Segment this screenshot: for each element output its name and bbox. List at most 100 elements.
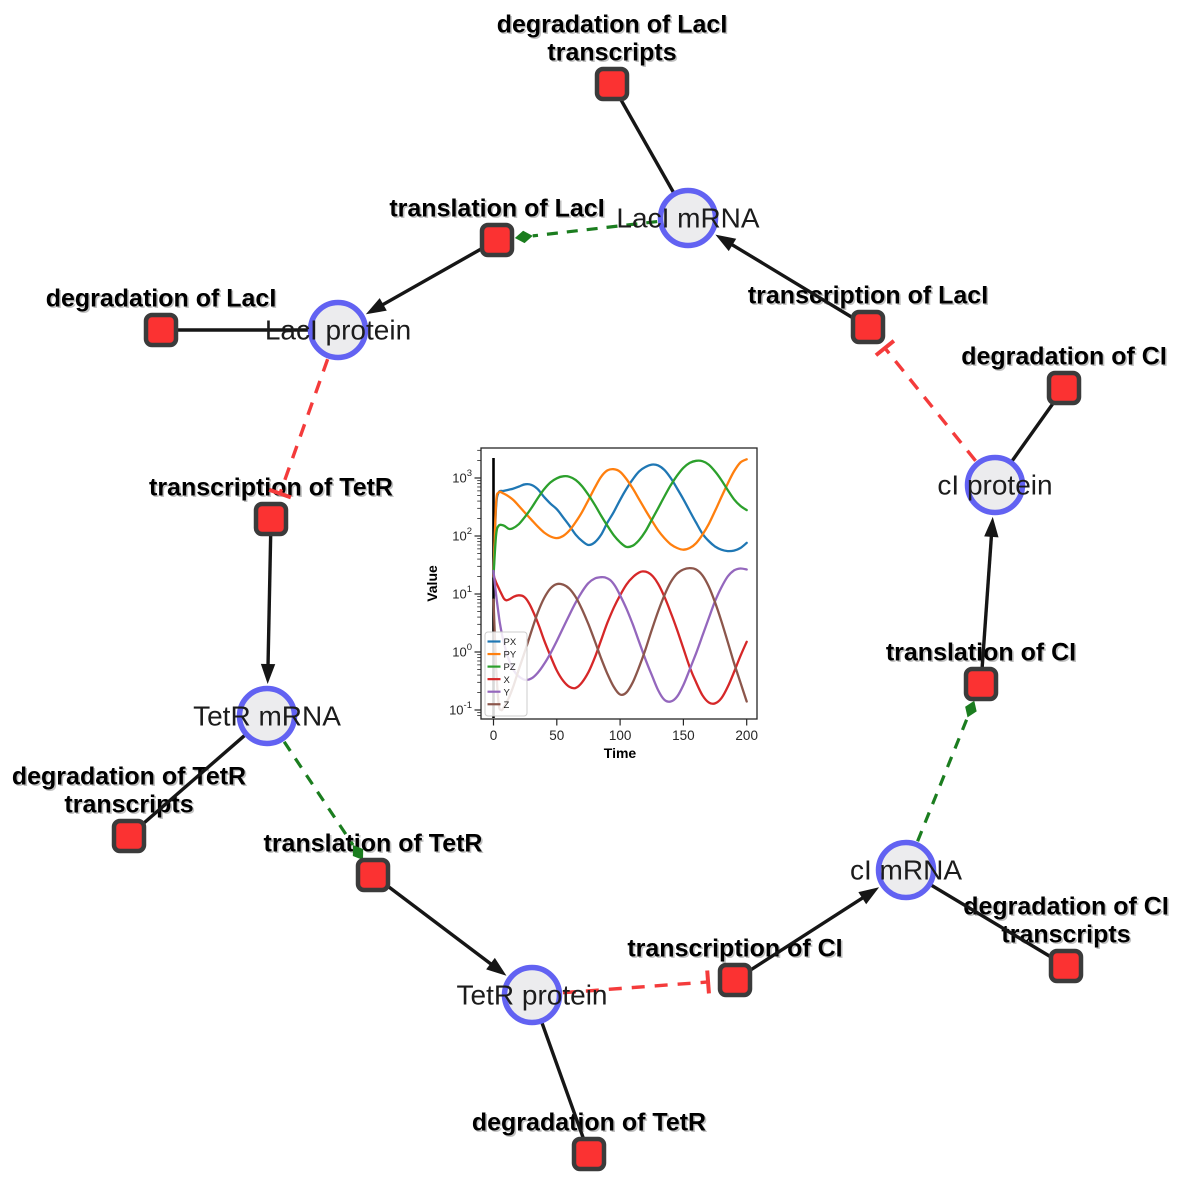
species-label: LacI protein [265, 315, 411, 346]
y-tick-label: 102 [452, 526, 472, 544]
catalysis-diamond-arrowhead [514, 230, 533, 244]
species-label: TetR protein [457, 980, 608, 1011]
inhibition-tbar [874, 339, 896, 357]
y-tick-label: 10-1 [449, 700, 472, 718]
reaction-node-deg_tetR_tr[interactable] [111, 818, 147, 854]
reaction-node-deg_lacI_tr[interactable] [594, 66, 630, 102]
species-node-tetR_protein[interactable] [501, 964, 563, 1026]
x-tick-label: 150 [672, 728, 695, 743]
y-tick-label: 103 [452, 468, 472, 486]
reaction-node-deg_tetR[interactable] [571, 1136, 607, 1172]
species-label: cI mRNA [850, 855, 962, 886]
x-tick-label: 0 [490, 728, 498, 743]
reaction-label: degradation of CI [963, 893, 1169, 921]
reaction-label-shadow: transcripts [549, 40, 678, 68]
reaction-label-shadow: transcripts [1003, 922, 1132, 950]
reaction-label: transcripts [64, 791, 193, 819]
arrowhead [365, 298, 387, 315]
reaction-node-deg_lacI[interactable] [143, 312, 179, 348]
legend-label-Z: Z [504, 700, 510, 711]
reaction-node-transcription_lacI[interactable] [850, 309, 886, 345]
reaction-label-shadow: degradation of CI [963, 344, 1169, 372]
reaction-label: degradation of LacI [46, 285, 277, 313]
reaction-node-translation_cI[interactable] [963, 666, 999, 702]
arrowhead [486, 957, 507, 976]
reaction-node-deg_cI[interactable] [1046, 370, 1082, 406]
inhibition-edge [562, 980, 709, 995]
species-node-cI_mRNA[interactable] [875, 839, 937, 901]
reaction-label: translation of LacI [389, 195, 604, 223]
inhibition-edge [278, 358, 330, 495]
reaction-label-shadow: degradation of LacI [498, 12, 729, 40]
plot-frame [480, 447, 758, 720]
reaction-node-deg_cI_tr[interactable] [1048, 948, 1084, 984]
reaction-label-shadow: translation of LacI [391, 196, 606, 224]
production-edge [724, 239, 869, 329]
species-node-tetR_mRNA[interactable] [236, 685, 298, 747]
catalysis-diamond-arrowhead [965, 700, 977, 718]
species-node-lacI_protein[interactable] [307, 299, 369, 361]
legend-label-X: X [504, 675, 511, 686]
reaction-label-shadow: transcription of LacI [749, 283, 989, 311]
species-labels-layer: LacI mRNA LacI protein TetR mRNA TetR prote… [193, 203, 1052, 1011]
y-tick-label: 101 [452, 584, 472, 602]
species-label: TetR mRNA [193, 701, 341, 732]
degradation-edge [905, 868, 1067, 968]
reaction-node-transcription_cI[interactable] [717, 962, 753, 998]
y-axis-label: Value [424, 565, 440, 602]
reaction-label: degradation of LacI [497, 11, 728, 39]
production-edge [734, 892, 870, 982]
production-edge [979, 528, 994, 685]
reaction-label: transcription of LacI [748, 282, 988, 310]
reaction-label: translation of TetR [264, 830, 483, 858]
series-curve-PZ [492, 459, 748, 578]
reaction-label: transcripts [547, 39, 676, 67]
species-label: LacI mRNA [616, 203, 759, 234]
production-edge [371, 873, 498, 970]
reaction-label: transcription of TetR [149, 474, 393, 502]
reaction-label-shadow: degradation of LacI [47, 286, 278, 314]
x-tick-label: 100 [609, 728, 632, 743]
reaction-label-shadow: degradation of TetR [473, 1110, 707, 1138]
species-node-cI_protein[interactable] [964, 454, 1026, 516]
degradation-edge [127, 714, 269, 838]
inhibition-edge [883, 346, 977, 462]
catalysis-edge [916, 716, 970, 842]
catalysis-edge [532, 219, 658, 238]
reaction-label: transcripts [1001, 921, 1130, 949]
reaction-node-translation_tetR[interactable] [355, 857, 391, 893]
series-curve-PY [492, 458, 748, 578]
y-tick-label: 100 [452, 642, 472, 660]
series-curve-X [492, 570, 748, 705]
inset-chart: 10-1 100 101 102 103 0 50 100 150 200 Time Value PX P… [424, 447, 758, 761]
reaction-label-shadow: translation of TetR [265, 831, 484, 859]
catalysis-edge [282, 740, 355, 846]
inhibition-tbar [705, 970, 711, 994]
nodes-layer [111, 66, 1084, 1172]
reaction-label-shadow: transcription of CI [629, 936, 844, 964]
reaction-label: transcription of CI [627, 935, 842, 963]
reaction-label: degradation of TetR [472, 1109, 706, 1137]
legend-label-Y: Y [504, 687, 511, 698]
reaction-label-shadow: degradation of CI [965, 894, 1171, 922]
arrowhead [715, 234, 737, 252]
legend-label-PY: PY [504, 650, 517, 661]
inhibition-tbar [268, 487, 292, 500]
species-label: cI protein [937, 470, 1052, 501]
production-edge [375, 238, 498, 310]
x-axis-label: Time [604, 745, 637, 761]
legend-label-PZ: PZ [504, 662, 516, 673]
species-node-lacI_mRNA[interactable] [657, 187, 719, 249]
x-tick-label: 200 [735, 728, 758, 743]
reaction-label: degradation of CI [961, 343, 1167, 371]
arrowhead [858, 887, 880, 905]
reaction-node-translation_lacI[interactable] [479, 222, 515, 258]
reaction-node-transcription_tetR[interactable] [253, 501, 289, 537]
production-edge [266, 518, 273, 673]
arrowhead [260, 663, 276, 685]
x-tick-label: 50 [549, 728, 564, 743]
catalysis-diamond-arrowhead [352, 845, 364, 861]
